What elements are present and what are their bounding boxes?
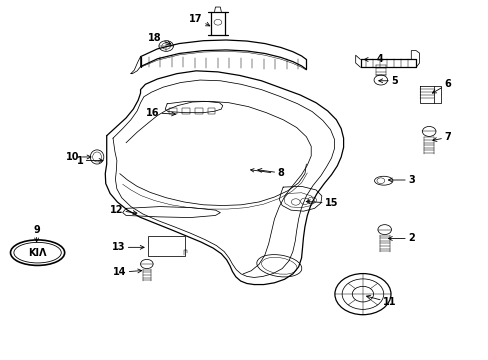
Text: 3: 3 [387,175,414,185]
Text: 5: 5 [378,76,397,86]
Text: 7: 7 [432,132,450,143]
Text: 8: 8 [257,168,284,178]
Text: KIΛ: KIΛ [28,248,47,258]
Text: 17: 17 [189,14,209,26]
Text: 14: 14 [113,267,142,277]
Text: 16: 16 [145,108,175,118]
Text: 15: 15 [305,198,338,208]
Text: 4: 4 [364,54,383,64]
Text: 11: 11 [366,295,395,307]
Text: 18: 18 [148,33,171,45]
Text: 12: 12 [109,205,137,215]
Text: 9: 9 [33,225,40,242]
Text: 6: 6 [431,79,450,93]
Text: 10: 10 [66,152,91,162]
Text: 1: 1 [77,156,103,166]
Text: 13: 13 [112,242,144,252]
Text: 2: 2 [387,234,414,243]
